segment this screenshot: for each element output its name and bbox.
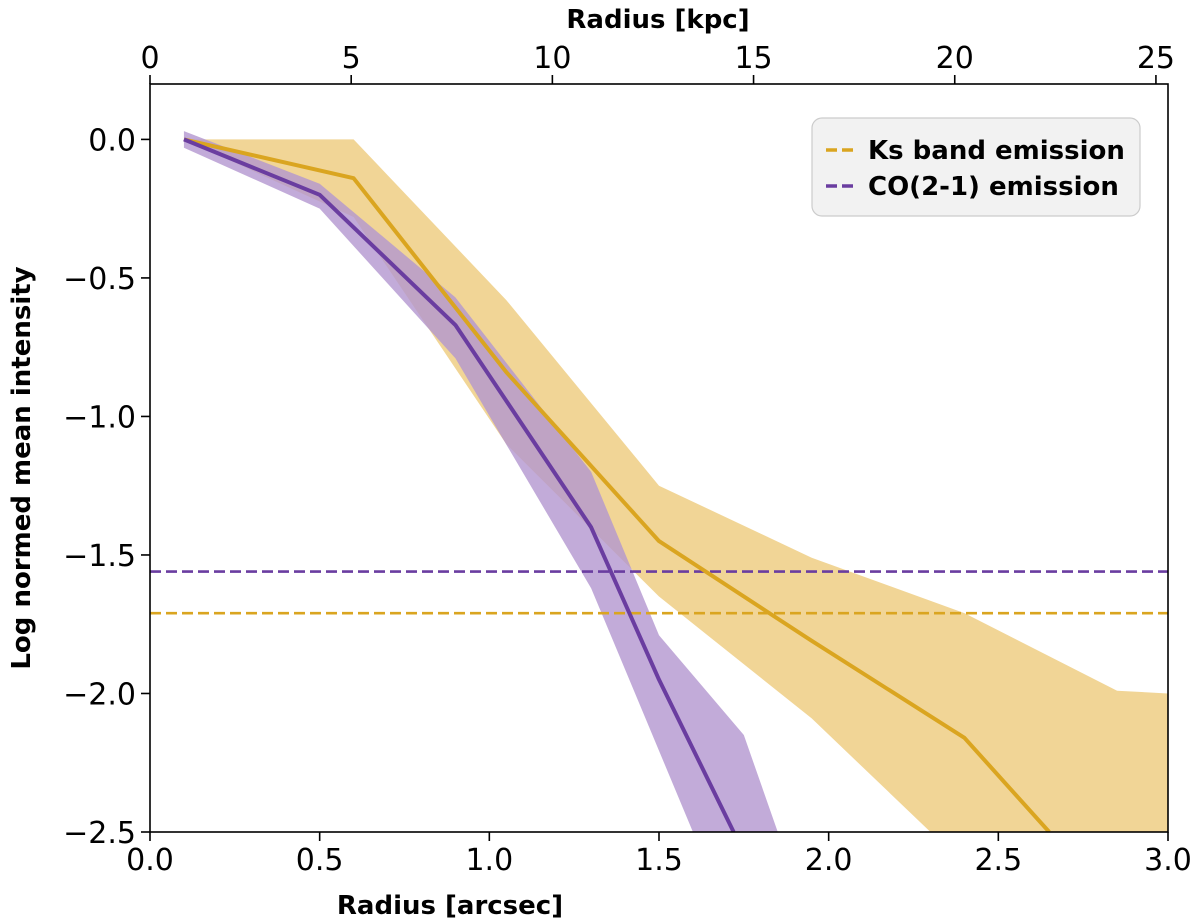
y-axis-title: Log normed mean intensity xyxy=(7,266,37,669)
x-tick-label: 0.5 xyxy=(296,843,344,878)
x-tick-label: 1.5 xyxy=(635,843,683,878)
series-1-line xyxy=(183,137,736,832)
secondary-x-tick-label: 15 xyxy=(734,41,772,76)
y-tick-label: −1.0 xyxy=(63,400,136,435)
series-0-line xyxy=(183,137,1051,832)
y-tick-label: −2.5 xyxy=(63,816,136,851)
x-tick-label: 0.0 xyxy=(126,843,174,878)
series-1-band xyxy=(183,131,778,832)
axes: 0.0 0.5 1.0 1.5 2.0 2.5 3.0 0.0 −0.5 −1.0 −1.5 −2.0… xyxy=(63,41,1192,878)
secondary-x-tick-label: 10 xyxy=(533,41,571,76)
x-axis-title: Radius [arcsec] xyxy=(337,891,563,921)
legend-label-1: CO(2-1) emission xyxy=(868,172,1119,202)
y-tick-label: 0.0 xyxy=(88,123,136,158)
secondary-x-tick-label: 25 xyxy=(1137,41,1175,76)
secondary-x-tick-label: 5 xyxy=(342,41,361,76)
legend-label-0: Ks band emission xyxy=(868,136,1125,166)
plot-area xyxy=(150,131,1168,832)
x-tick-label: 2.5 xyxy=(974,843,1022,878)
x-tick-label: 2.0 xyxy=(805,843,853,878)
legend: Ks band emission CO(2-1) emission xyxy=(811,117,1141,217)
x-tick-label: 1.0 xyxy=(465,843,513,878)
y-tick-label: −1.5 xyxy=(63,539,136,574)
secondary-x-tick-label: 20 xyxy=(936,41,974,76)
x-tick-label: 3.0 xyxy=(1144,843,1192,878)
secondary-x-axis-title: Radius [kpc] xyxy=(566,5,749,35)
y-tick-label: −0.5 xyxy=(63,262,136,297)
y-tick-label: −2.0 xyxy=(63,677,136,712)
legend-box xyxy=(811,117,1141,217)
secondary-x-tick-label: 0 xyxy=(140,41,159,76)
